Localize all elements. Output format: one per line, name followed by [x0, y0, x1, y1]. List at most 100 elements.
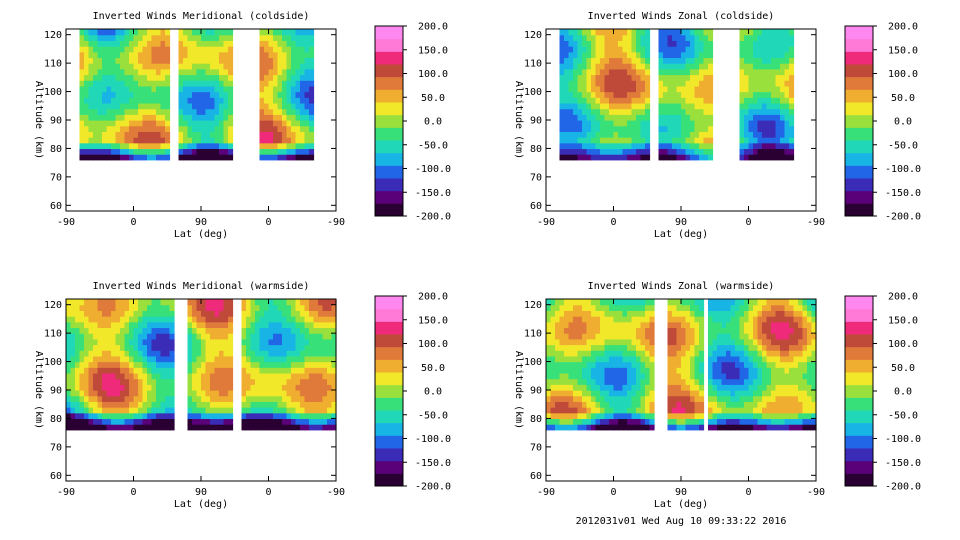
heatmap-cell — [730, 390, 736, 397]
heatmap-cell — [214, 29, 220, 36]
heatmap-cell — [712, 372, 718, 380]
heatmap-cell — [183, 74, 189, 81]
heatmap-cell — [811, 384, 817, 391]
heatmap-cell — [102, 412, 108, 420]
heatmap-cell — [690, 85, 696, 93]
heatmap-cell — [102, 418, 108, 425]
heatmap-cell — [147, 125, 153, 132]
heatmap-cell — [264, 74, 270, 81]
colorbar-tick-label: 150.0 — [418, 315, 448, 326]
heatmap-cell — [577, 384, 583, 391]
heatmap-cell — [97, 68, 103, 76]
heatmap-cell — [106, 137, 112, 144]
heatmap-cell — [757, 310, 763, 317]
heatmap-cell — [550, 338, 556, 346]
heatmap-cell — [277, 29, 283, 36]
heatmap-cell — [636, 125, 642, 132]
heatmap-cell — [681, 344, 687, 351]
heatmap-cell — [124, 395, 130, 402]
heatmap-cell — [681, 63, 687, 70]
heatmap-cell — [802, 418, 808, 425]
heatmap-cell — [591, 372, 597, 380]
heatmap-cell — [613, 304, 619, 311]
heatmap-cell — [201, 57, 207, 64]
heatmap-cell — [744, 125, 750, 132]
heatmap-cell — [595, 91, 601, 98]
heatmap-cell — [93, 367, 99, 374]
heatmap-cell — [93, 384, 99, 391]
heatmap-cell — [273, 125, 279, 132]
heatmap-cell — [147, 154, 153, 161]
heatmap-cell — [313, 367, 319, 374]
heatmap-cell — [748, 51, 754, 59]
heatmap-cell — [93, 108, 99, 115]
heatmap-cell — [591, 401, 597, 408]
heatmap-cell — [111, 350, 117, 357]
heatmap-cell — [667, 46, 673, 53]
heatmap-cell — [753, 102, 759, 110]
heatmap-cell — [712, 299, 718, 306]
heatmap-cell — [699, 361, 705, 368]
heatmap-cell — [748, 85, 754, 93]
heatmap-cell — [268, 29, 274, 36]
heatmap-cell — [79, 424, 85, 431]
heatmap-cell — [75, 350, 81, 357]
heatmap-cell — [645, 310, 651, 317]
heatmap-cell — [133, 316, 139, 323]
heatmap-cell — [79, 338, 85, 346]
heatmap-cell — [573, 91, 579, 98]
heatmap-cell — [187, 418, 193, 425]
heatmap-cell — [586, 120, 592, 127]
heatmap-cell — [573, 333, 579, 340]
heatmap-cell — [636, 367, 642, 374]
heatmap-cell — [138, 327, 144, 334]
heatmap-cell — [636, 338, 642, 346]
heatmap-cell — [259, 424, 265, 431]
heatmap-cell — [327, 418, 333, 425]
heatmap-cell — [811, 361, 817, 368]
heatmap-cell — [102, 407, 108, 414]
heatmap-cell — [133, 51, 139, 59]
heatmap-cell — [775, 395, 781, 402]
heatmap-cell — [622, 333, 628, 340]
heatmap-cell — [789, 29, 795, 36]
heatmap-cell — [663, 40, 669, 47]
heatmap-cell — [627, 40, 633, 47]
heatmap-cell — [84, 74, 90, 81]
heatmap-cell — [124, 355, 130, 363]
colorbar-tick-label: 150.0 — [888, 315, 918, 326]
heatmap-cell — [156, 395, 162, 402]
heatmap-cell — [106, 333, 112, 340]
heatmap-cell — [210, 137, 216, 144]
heatmap-cell — [807, 304, 813, 311]
heatmap-cell — [636, 97, 642, 104]
heatmap-cell — [277, 91, 283, 98]
heatmap-cell — [600, 148, 606, 155]
heatmap-cell — [559, 63, 565, 70]
heatmap-cell — [739, 102, 745, 110]
heatmap-cell — [282, 384, 288, 391]
heatmap-cell — [84, 395, 90, 402]
heatmap-cell — [327, 367, 333, 374]
heatmap-cell — [142, 350, 148, 357]
heatmap-cell — [93, 372, 99, 380]
heatmap-cell — [757, 125, 763, 132]
heatmap-cell — [604, 131, 610, 138]
heatmap-cell — [228, 57, 234, 64]
heatmap-cell — [138, 131, 144, 138]
heatmap-cell — [766, 367, 772, 374]
heatmap-cell — [322, 321, 328, 329]
heatmap-cell — [228, 68, 234, 76]
heatmap-cell — [802, 412, 808, 420]
heatmap-cell — [264, 321, 270, 329]
heatmap-cell — [88, 333, 94, 340]
heatmap-cell — [214, 333, 220, 340]
heatmap-cell — [286, 344, 292, 351]
heatmap-cell — [129, 57, 135, 64]
heatmap-cell — [780, 304, 786, 311]
heatmap-cell — [138, 114, 144, 121]
heatmap-cell — [717, 424, 723, 431]
heatmap-cell — [577, 378, 583, 385]
heatmap-cell — [618, 154, 624, 161]
heatmap-cell — [228, 401, 234, 408]
